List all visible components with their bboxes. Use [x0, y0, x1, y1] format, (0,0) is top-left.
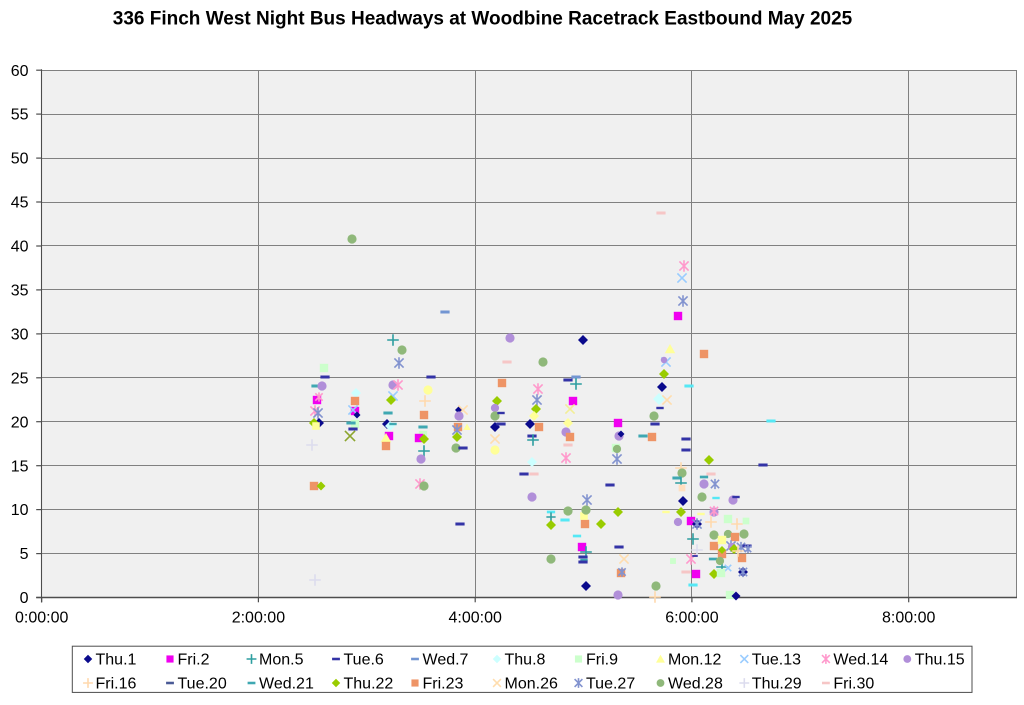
svg-text:2:00:00: 2:00:00 — [232, 610, 285, 627]
svg-text:Mon.5: Mon.5 — [259, 652, 304, 669]
svg-text:336 Finch West Night Bus Headw: 336 Finch West Night Bus Headways at Woo… — [113, 9, 853, 30]
svg-text:8:00:00: 8:00:00 — [882, 610, 935, 627]
svg-text:30: 30 — [11, 327, 29, 344]
svg-text:15: 15 — [11, 458, 29, 475]
svg-text:10: 10 — [11, 502, 29, 519]
svg-text:Thu.29: Thu.29 — [752, 676, 802, 693]
svg-text:40: 40 — [11, 239, 29, 256]
svg-text:4:00:00: 4:00:00 — [449, 610, 502, 627]
svg-text:Thu.15: Thu.15 — [915, 652, 965, 669]
svg-text:Fri.2: Fri.2 — [178, 652, 210, 669]
svg-text:Tue.13: Tue.13 — [752, 652, 801, 669]
svg-text:Tue.20: Tue.20 — [178, 676, 227, 693]
svg-text:5: 5 — [20, 546, 29, 563]
svg-text:35: 35 — [11, 283, 29, 300]
svg-text:Thu.1: Thu.1 — [96, 652, 137, 669]
svg-text:Tue.27: Tue.27 — [586, 676, 635, 693]
svg-text:45: 45 — [11, 195, 29, 212]
svg-text:60: 60 — [11, 63, 29, 80]
svg-text:Fri.16: Fri.16 — [96, 676, 137, 693]
svg-text:Fri.30: Fri.30 — [833, 676, 874, 693]
svg-text:Wed.21: Wed.21 — [259, 676, 314, 693]
svg-text:6:00:00: 6:00:00 — [665, 610, 718, 627]
svg-text:Mon.12: Mon.12 — [668, 652, 721, 669]
svg-text:0: 0 — [20, 590, 29, 607]
svg-text:Fri.23: Fri.23 — [423, 676, 464, 693]
svg-text:Wed.7: Wed.7 — [423, 652, 469, 669]
svg-text:Tue.6: Tue.6 — [344, 652, 384, 669]
svg-text:55: 55 — [11, 107, 29, 124]
svg-text:25: 25 — [11, 370, 29, 387]
svg-text:0:00:00: 0:00:00 — [15, 610, 68, 627]
svg-text:Thu.8: Thu.8 — [505, 652, 546, 669]
svg-text:20: 20 — [11, 414, 29, 431]
svg-text:50: 50 — [11, 151, 29, 168]
svg-text:Fri.9: Fri.9 — [586, 652, 618, 669]
svg-text:Thu.22: Thu.22 — [344, 676, 394, 693]
svg-text:Wed.14: Wed.14 — [833, 652, 888, 669]
svg-text:Wed.28: Wed.28 — [668, 676, 723, 693]
svg-text:Mon.26: Mon.26 — [505, 676, 558, 693]
